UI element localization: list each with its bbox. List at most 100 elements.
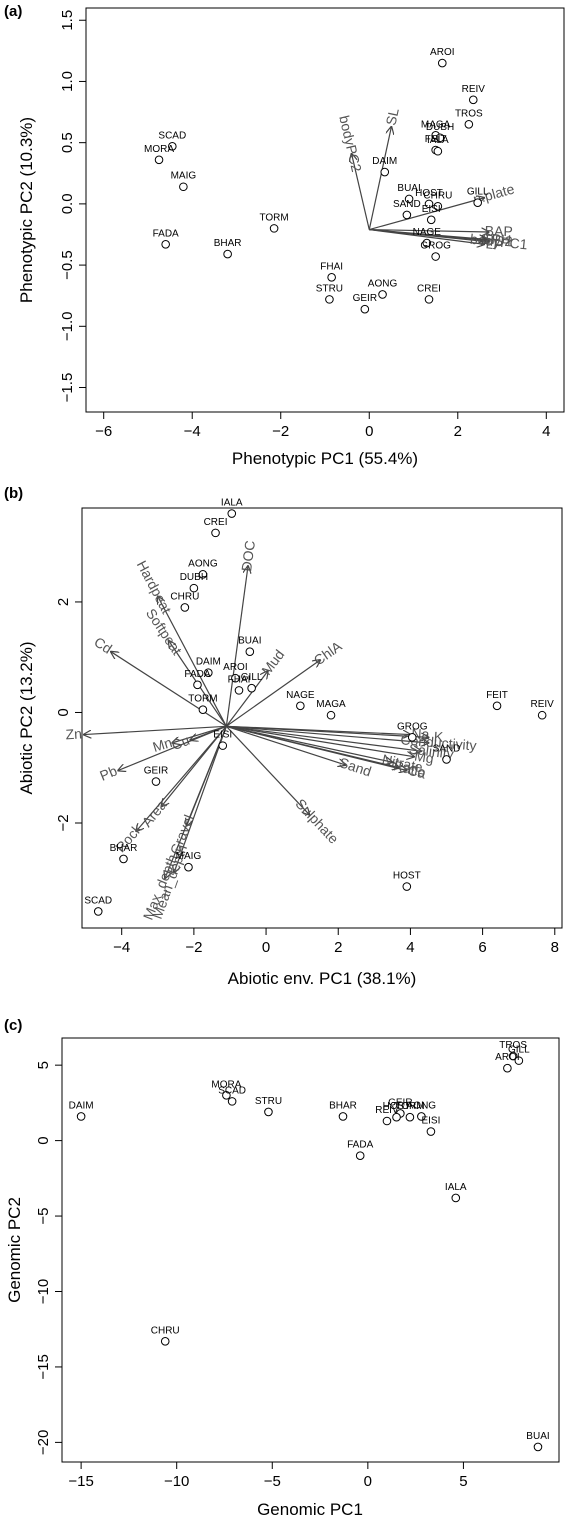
point-label: AONG [188, 558, 218, 569]
point-label: GILL [508, 1045, 530, 1056]
panel-c-plot-frame [61, 1037, 560, 1463]
point-label: DAIM [372, 156, 397, 167]
data-point [245, 647, 255, 656]
data-point [426, 1127, 436, 1136]
loading-arrow [111, 652, 227, 727]
loading-label: Ca [406, 762, 427, 782]
point-label: FEIT [486, 690, 508, 701]
data-point [407, 733, 417, 742]
x-tick-label: 2 [334, 939, 342, 956]
loading-arrow [118, 725, 227, 770]
point-label: GEIR [144, 766, 168, 777]
point-label: GILL [467, 187, 489, 198]
data-point [417, 1112, 426, 1121]
loading-arrow [226, 725, 428, 737]
y-tick-label: −0.5 [59, 250, 76, 280]
y-tick-label: −20 [35, 1430, 52, 1455]
x-tick-label: 4 [406, 939, 414, 956]
point-label: AONG [368, 278, 398, 289]
y-tick-label: 1.0 [59, 71, 76, 92]
data-point [473, 198, 482, 207]
data-point [433, 146, 443, 156]
point-label: HOST [383, 1101, 411, 1112]
point-label: CREI [204, 517, 228, 528]
loading-arrow [369, 230, 489, 232]
data-point [231, 673, 240, 683]
loading-arrow [352, 154, 370, 230]
point-label: GEIR [353, 293, 377, 304]
panel-a-phenotypic-biplot: (a) −6 −4 −2 0 2 4 −1.5 −1.0 −0.5 0.0 0.5 1.0 1.5 b… [4, 3, 565, 468]
data-point [442, 755, 451, 764]
data-point [296, 701, 305, 711]
x-tick-label: 8 [551, 939, 559, 956]
point-label: MORA [211, 1079, 241, 1090]
data-point [468, 95, 478, 105]
data-point [402, 882, 412, 891]
panel-a-plot-frame [85, 7, 565, 413]
point-label: HOST [393, 871, 421, 882]
loading-arrow [226, 725, 414, 756]
loading-label: K [433, 728, 444, 745]
data-point [198, 570, 208, 579]
point-label: MAGA [421, 119, 451, 130]
point-label: IALA [221, 498, 243, 509]
panel-b-plot-frame [81, 507, 563, 929]
data-point [422, 238, 432, 248]
data-point [325, 295, 334, 304]
x-tick-label: −10 [164, 1473, 189, 1490]
point-label: STRU [255, 1096, 282, 1107]
point-label: DUBH [426, 122, 454, 133]
x-tick-label: −5 [264, 1473, 281, 1490]
loading-label: Mg [413, 748, 435, 767]
data-point [223, 249, 232, 259]
loading-arrow [225, 671, 268, 727]
panel-a-y-axis-label: Phenotypic PC2 (10.3%) [17, 117, 36, 303]
data-point [189, 583, 199, 593]
x-tick-label: −15 [68, 1473, 93, 1490]
point-label: AROI [430, 47, 454, 58]
point-label: DAIM [196, 657, 221, 668]
point-label: FHAI [228, 674, 251, 685]
data-point [193, 680, 202, 690]
x-tick-label: −4 [113, 939, 130, 956]
loading-arrow [226, 725, 345, 765]
y-tick-label: −15 [35, 1354, 52, 1379]
data-point [392, 1112, 401, 1122]
x-tick-label: −4 [184, 423, 201, 440]
data-point [227, 509, 237, 518]
point-label: FHAI [320, 261, 343, 272]
data-point [380, 167, 390, 177]
data-point [433, 202, 443, 211]
loading-label: bodyPC2 [336, 114, 365, 174]
data-point [222, 1091, 231, 1100]
loading-arrow [226, 725, 428, 743]
loading-arrow [172, 725, 227, 743]
point-label: HOST [415, 188, 443, 199]
data-point [264, 1107, 273, 1117]
data-point [537, 710, 547, 720]
point-label: EISI [213, 730, 232, 741]
loading-label: Ratio [392, 757, 428, 780]
data-point [378, 290, 387, 299]
loading-label: Salinity [408, 740, 455, 762]
loading-arrow [225, 566, 248, 727]
loading-arrow [174, 726, 227, 872]
loading-arrow [368, 127, 391, 230]
loading-arrow [226, 725, 399, 767]
point-label: BHAR [110, 843, 138, 854]
point-label: FEIT [425, 134, 447, 145]
point-label: CREI [417, 283, 441, 294]
point-label: GROG [420, 241, 451, 252]
y-tick-label: −1.5 [59, 373, 76, 403]
data-point [93, 907, 103, 916]
point-label: SCAD [84, 895, 112, 906]
loading-label: ChlA [311, 637, 346, 668]
data-point [227, 1097, 237, 1106]
y-tick-label: −10 [35, 1279, 52, 1304]
data-point [76, 1112, 86, 1121]
data-point [151, 777, 161, 786]
data-point [424, 295, 434, 304]
x-tick-label: −6 [95, 423, 112, 440]
y-tick-label: −1.0 [59, 311, 76, 341]
point-label: MAGA [316, 699, 346, 710]
